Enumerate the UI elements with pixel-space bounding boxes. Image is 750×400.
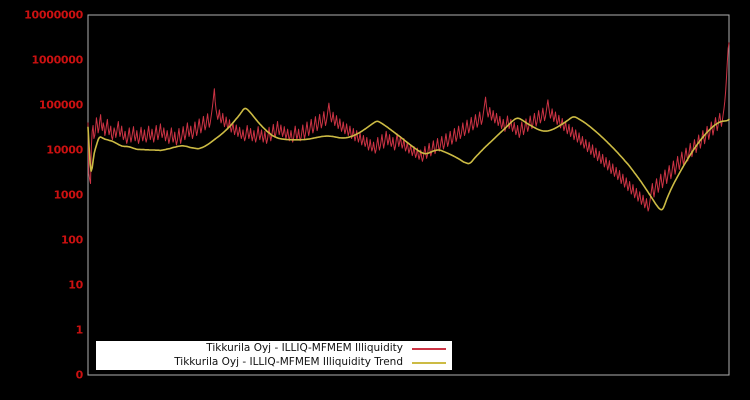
y-tick-label: 10000000 — [24, 8, 83, 22]
y-tick-label: 100 — [60, 233, 83, 247]
y-tick-label: 1000000 — [31, 53, 84, 67]
y-tick-label: 1000 — [53, 188, 84, 202]
y-tick-label: 0 — [75, 368, 84, 382]
legend-swatch-illiquidity — [412, 347, 446, 350]
y-tick-label: 10000 — [46, 143, 83, 157]
line-illiquidity — [87, 42, 730, 212]
line-illiquidity-trend — [87, 107, 730, 211]
y-tick-label: 1 — [75, 323, 84, 337]
axis-frame — [87, 14, 730, 376]
legend-swatch-illiquidity-trend — [412, 361, 446, 364]
series-lines — [87, 42, 730, 212]
legend-label-illiquidity-trend: Tikkurila Oyj - ILLIQ-MFMEM Illiquidity … — [174, 356, 403, 369]
legend-label-illiquidity: Tikkurila Oyj - ILLIQ-MFMEM Illiquidity — [206, 342, 403, 355]
chart-legend: Tikkurila Oyj - ILLIQ-MFMEM Illiquidity … — [95, 340, 453, 371]
y-tick-label: 100000 — [38, 98, 83, 112]
y-tick-label: 10 — [68, 278, 83, 292]
legend-item: Tikkurila Oyj - ILLIQ-MFMEM Illiquidity … — [96, 356, 452, 370]
legend-item: Tikkurila Oyj - ILLIQ-MFMEM Illiquidity — [96, 342, 452, 356]
y-axis-tick-labels: 10000000 1000000 100000 10000 1000 100 10 1 0 — [0, 0, 83, 400]
